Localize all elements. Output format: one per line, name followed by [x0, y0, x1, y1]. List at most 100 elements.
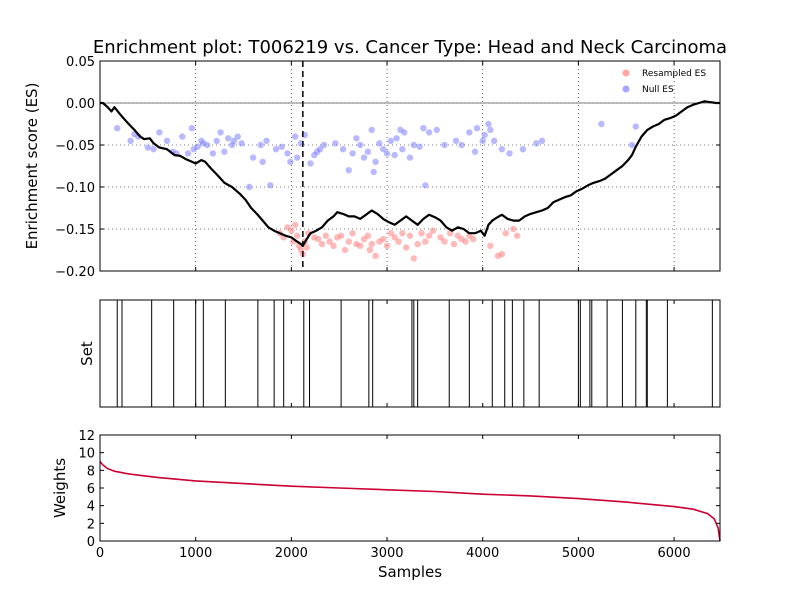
null-es-point [234, 133, 241, 140]
resampled-es-point [366, 246, 374, 254]
es-panel: 0.05 0.00 −0.05 −0.10 −0.15 −0.20 Enrichment s… [23, 55, 721, 280]
null-es-point [320, 141, 328, 149]
weights-xlabel: Samples [378, 563, 442, 581]
resampled-es-point [293, 232, 301, 239]
resampled-es-point [462, 238, 469, 245]
null-es-point [267, 182, 274, 189]
es-ytick-label: 0.05 [66, 55, 95, 70]
weights-ytick-label: 0 [87, 535, 95, 550]
weights-ytick-label: 2 [87, 517, 95, 532]
weights-xtick-label: 4000 [466, 546, 499, 561]
resampled-es-point [450, 240, 458, 248]
null-es-point [370, 168, 377, 176]
null-es-point [221, 148, 228, 155]
null-es-point [383, 150, 391, 157]
resampled-es-point [383, 242, 391, 249]
null-es-point [410, 141, 418, 149]
null-es-point [184, 150, 192, 157]
es-curve [100, 100, 720, 247]
set-frame [99, 299, 721, 408]
null-es-point [339, 146, 347, 153]
weights-ytick-label: 6 [87, 482, 95, 497]
resampled-es-point [368, 240, 375, 248]
null-es-point [498, 146, 506, 153]
null-es-point [263, 137, 270, 144]
resampled-es-point [341, 246, 349, 254]
es-ytick-label: −0.10 [55, 181, 95, 196]
resampled-es-point [391, 234, 398, 241]
null-es-point [425, 129, 433, 136]
resampled-es-point [314, 235, 322, 243]
weights-frame [99, 434, 721, 542]
null-es-point [293, 154, 301, 161]
es-ytick-label: −0.20 [55, 265, 95, 280]
null-es-point [188, 125, 196, 132]
resampled-es-point [425, 232, 433, 239]
null-es-point [345, 167, 352, 174]
null-es-point [506, 150, 513, 157]
resampled-es-point [318, 240, 326, 248]
resampled-es-point [291, 221, 299, 228]
weights-ytick-label: 12 [78, 429, 95, 444]
weights-ytick-label: 8 [87, 464, 95, 479]
null-es-point [278, 143, 285, 150]
null-es-point [194, 143, 201, 150]
set-ylabel: Set [78, 341, 96, 366]
null-es-point [479, 137, 486, 144]
null-es-point [203, 141, 211, 149]
null-es-point [259, 158, 266, 165]
resampled-es-point [349, 230, 356, 237]
null-es-point [628, 141, 636, 149]
resampled-es-point [322, 232, 330, 239]
weights-ytick-label: 4 [87, 500, 95, 515]
null-es-point [416, 143, 423, 150]
null-es-point [471, 148, 479, 155]
null-es-point [391, 151, 398, 159]
null-es-point [422, 182, 429, 189]
resampled-es-point [303, 244, 310, 251]
resampled-es-point [406, 232, 414, 239]
null-es-point [291, 133, 299, 140]
resampled-es-point [387, 230, 395, 237]
resampled-es-point [422, 238, 429, 245]
null-es-point [519, 146, 527, 153]
null-es-point [533, 140, 540, 147]
es-frame [99, 60, 721, 272]
resampled-es-point [372, 252, 379, 260]
null-es-point [433, 126, 440, 134]
null-es-point [364, 148, 372, 155]
null-es-point [401, 129, 408, 136]
null-es-point [127, 137, 134, 144]
null-es-point [332, 140, 339, 147]
null-es-point [156, 129, 163, 136]
resampled-es-points [276, 221, 521, 262]
resampled-es-point [469, 235, 477, 243]
null-es-point [466, 129, 473, 136]
null-es-point [163, 137, 171, 144]
null-es-point [360, 154, 368, 161]
null-es-point [316, 146, 324, 153]
null-es-point [406, 154, 414, 161]
resampled-es-point [345, 238, 352, 245]
null-es-point [287, 158, 294, 165]
weights-ylabel: Weights [51, 458, 69, 518]
weights-curve [99, 460, 721, 542]
null-es-point [150, 146, 157, 153]
resampled-es-point [513, 232, 521, 239]
weights-xtick-label: 0 [96, 546, 104, 561]
resampled-es-point [441, 238, 448, 245]
legend-marker [622, 69, 630, 77]
null-es-point [441, 141, 448, 149]
null-es-point [246, 183, 253, 191]
resampled-es-point [502, 230, 509, 237]
null-es-point [393, 135, 400, 142]
resampled-es-point [429, 227, 437, 234]
null-es-point [372, 158, 379, 165]
legend-marker [622, 85, 630, 93]
resampled-es-point [337, 232, 345, 239]
resampled-es-point [487, 242, 494, 249]
es-legend: Resampled ES Null ES [622, 69, 706, 95]
resampled-es-point [414, 240, 421, 248]
null-es-point [353, 135, 360, 142]
